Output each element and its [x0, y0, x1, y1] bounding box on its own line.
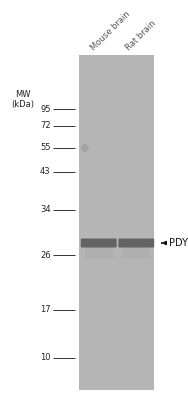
Text: Rat brain: Rat brain	[124, 18, 158, 52]
Text: 34: 34	[40, 206, 51, 214]
Text: PDYN: PDYN	[169, 238, 188, 248]
Bar	[85, 246, 113, 258]
Bar	[122, 246, 150, 258]
Text: 95: 95	[40, 104, 51, 114]
Text: 55: 55	[40, 144, 51, 152]
FancyBboxPatch shape	[118, 238, 154, 248]
Text: 10: 10	[40, 354, 51, 362]
Ellipse shape	[81, 144, 89, 152]
Text: 72: 72	[40, 122, 51, 130]
Text: MW
(kDa): MW (kDa)	[11, 90, 34, 109]
Text: 17: 17	[40, 306, 51, 314]
Text: 26: 26	[40, 250, 51, 260]
Text: Mouse brain: Mouse brain	[89, 9, 132, 52]
Bar	[79, 55, 154, 390]
Text: 43: 43	[40, 168, 51, 176]
FancyBboxPatch shape	[81, 238, 117, 248]
